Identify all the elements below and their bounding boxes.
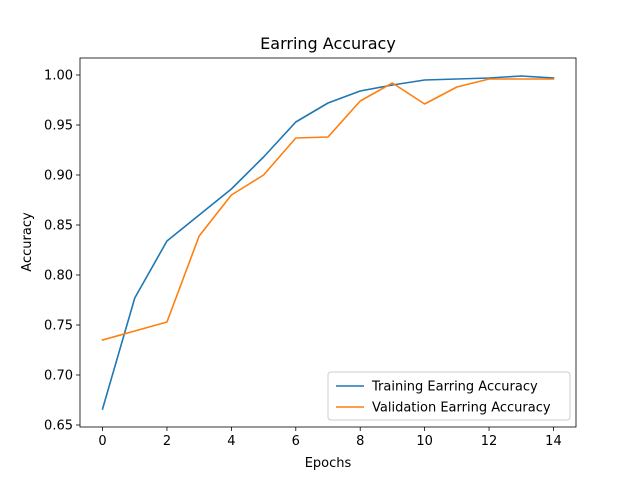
series-line-training — [101, 75, 555, 410]
y-tick-label: 0.65 — [44, 419, 73, 434]
x-tick-label: 4 — [227, 434, 235, 449]
x-axis-label: Epochs — [305, 456, 352, 471]
x-tick-label: 2 — [163, 434, 171, 449]
legend-label: Training Earring Accuracy — [371, 380, 538, 395]
x-tick-label: 0 — [98, 434, 106, 449]
plot-frame — [79, 57, 577, 428]
x-tick-label: 10 — [416, 434, 433, 449]
series-layer — [101, 75, 555, 410]
series-line-validation — [101, 78, 555, 341]
x-tick-label: 14 — [545, 434, 562, 449]
y-tick-label: 0.85 — [44, 219, 73, 234]
y-tick-label: 1.00 — [44, 69, 73, 84]
y-tick-label: 0.95 — [44, 119, 73, 134]
y-tick-label: 0.90 — [44, 169, 73, 184]
legend: Training Earring Accuracy Validation Earr… — [327, 371, 571, 421]
y-axis-ticks: 0.65 0.70 0.75 0.80 0.85 0.90 0.95 1.00 — [44, 69, 80, 434]
x-tick-label: 6 — [292, 434, 300, 449]
plot-area — [80, 58, 576, 427]
legend-label: Validation Earring Accuracy — [372, 401, 551, 416]
y-tick-label: 0.70 — [44, 369, 73, 384]
y-axis-label: Accuracy — [20, 212, 35, 272]
x-axis-ticks: 0 2 4 6 8 10 12 14 — [98, 427, 562, 449]
x-tick-label: 8 — [356, 434, 364, 449]
legend-box — [327, 371, 571, 421]
chart-title: Earring Accuracy — [260, 34, 396, 53]
y-tick-label: 0.80 — [44, 269, 73, 284]
y-tick-label: 0.75 — [44, 319, 73, 334]
x-tick-label: 12 — [481, 434, 498, 449]
